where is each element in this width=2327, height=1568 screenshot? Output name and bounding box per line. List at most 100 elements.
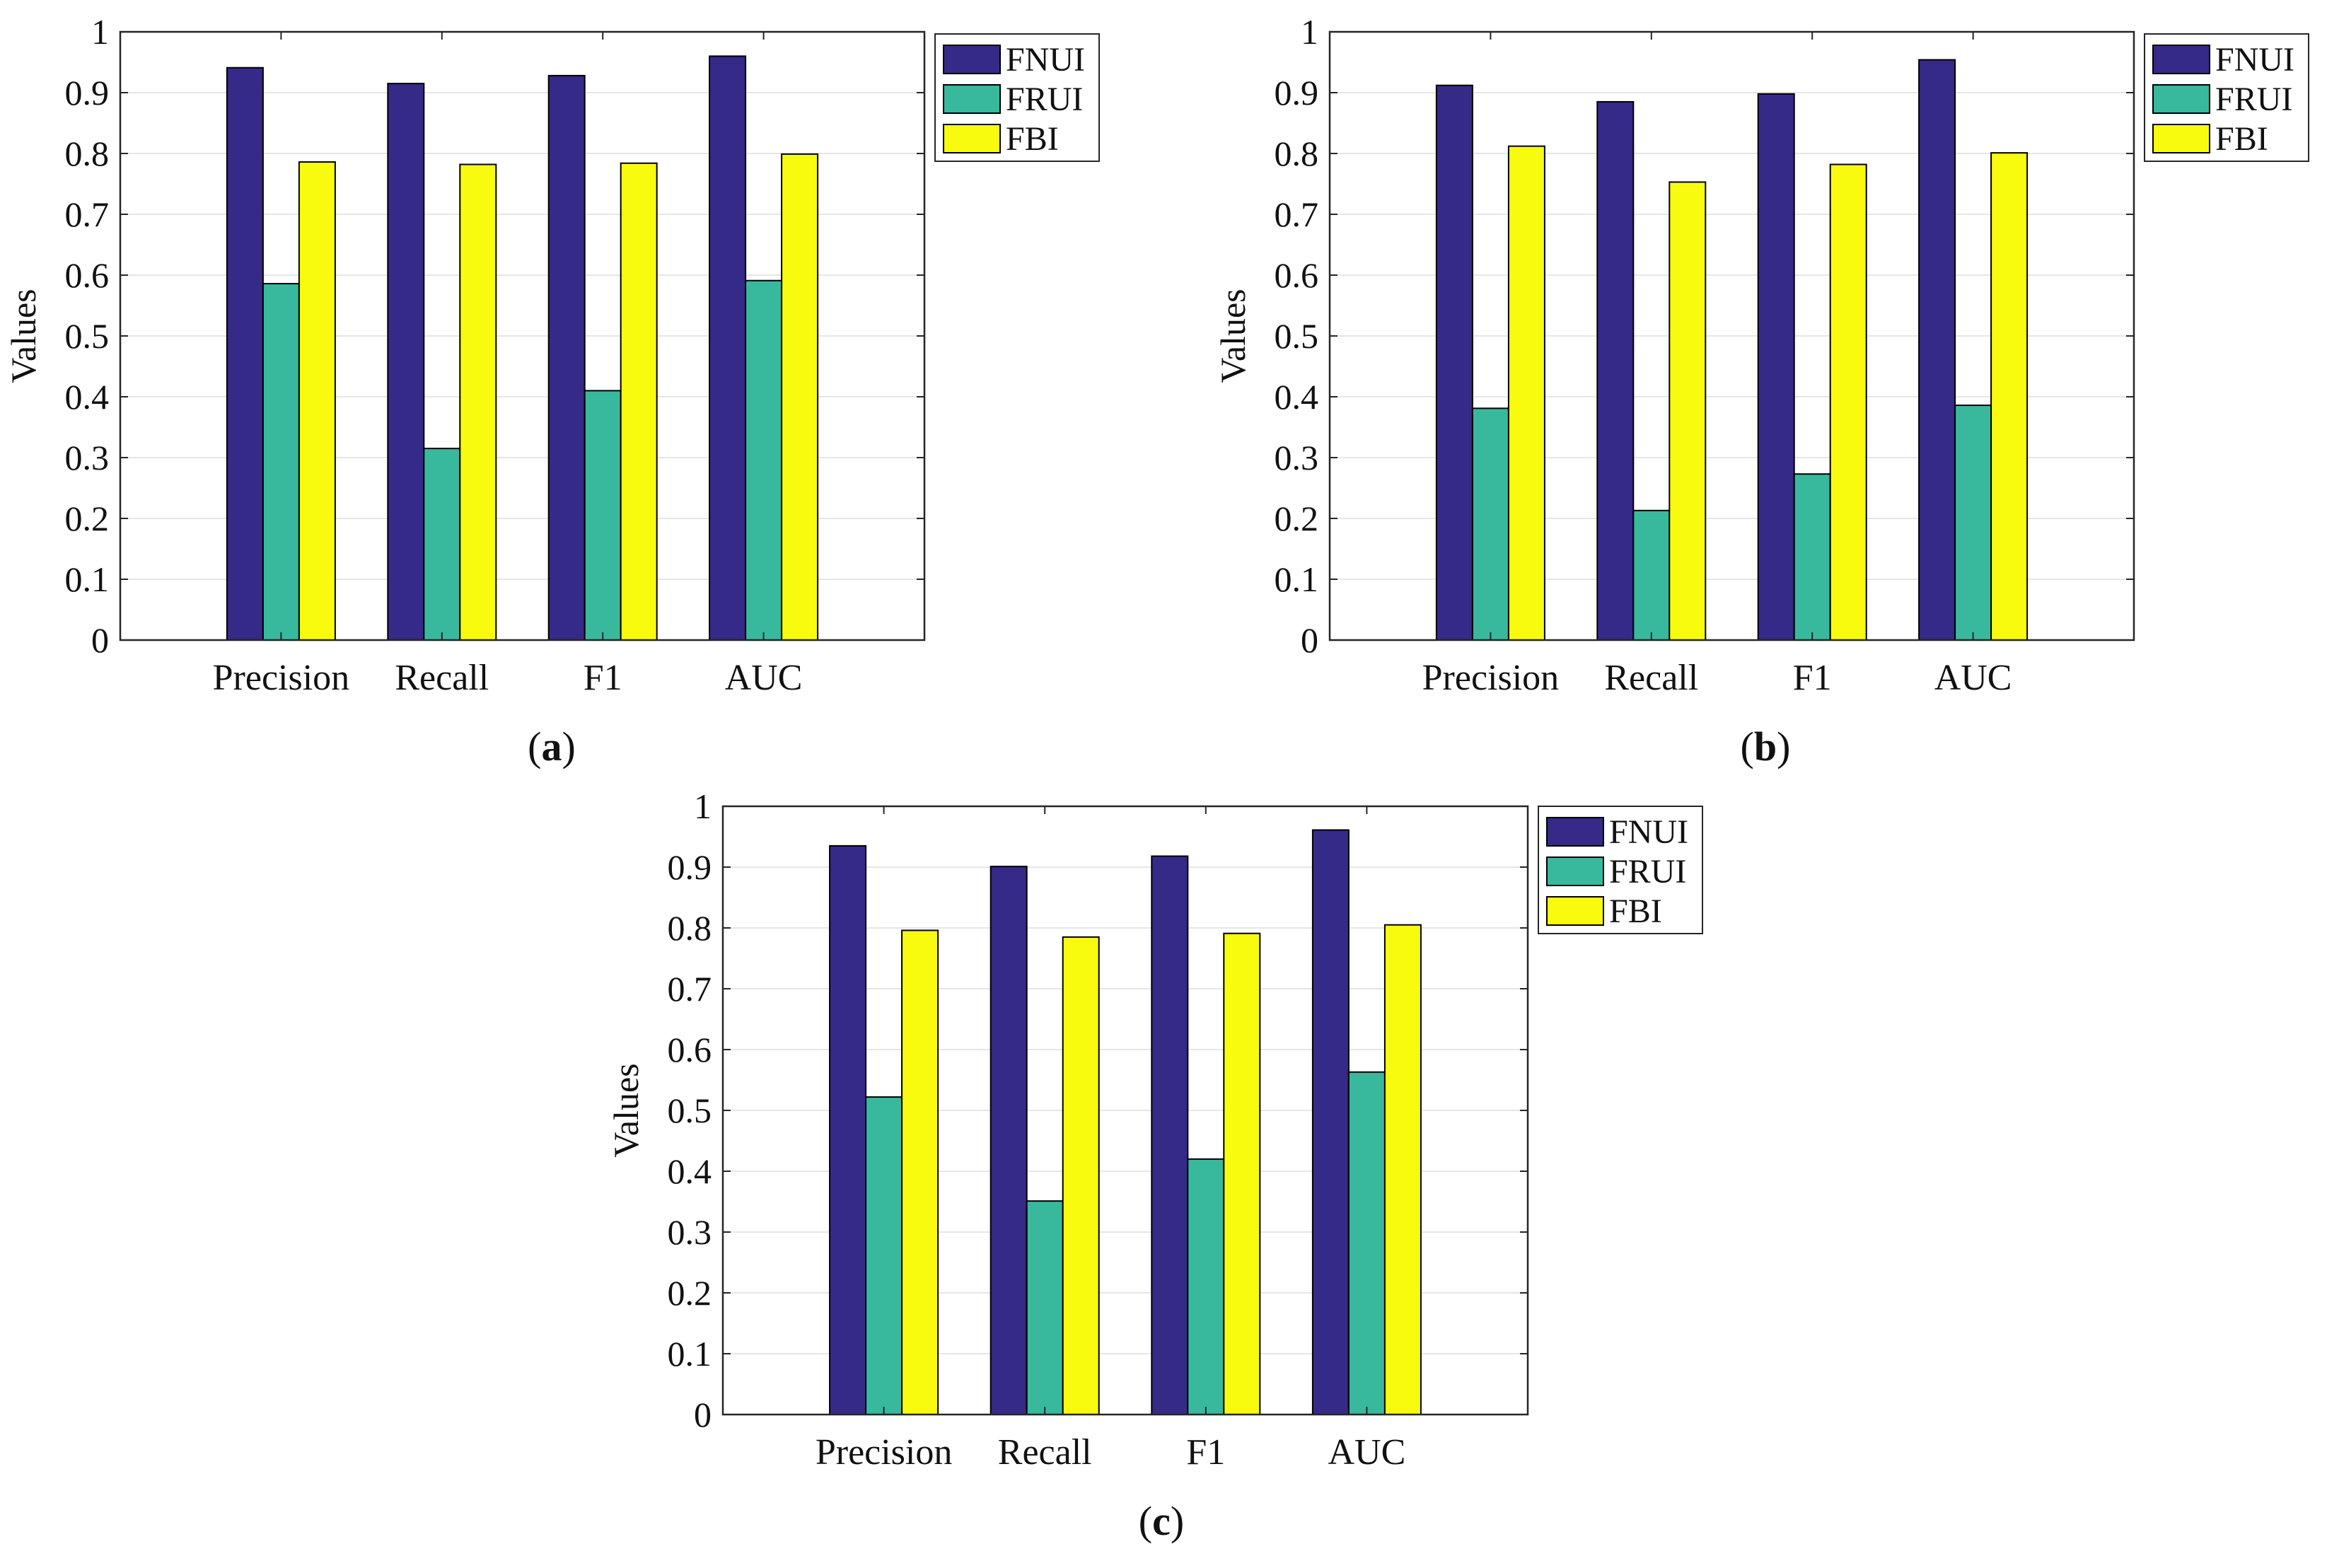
panel-label: (a) <box>528 724 576 770</box>
bar-fbi-precision <box>1507 145 1545 641</box>
y-tick-label: 1 <box>694 786 712 826</box>
y-tick-label: 0.6 <box>65 255 110 295</box>
legend-swatch-frui <box>2152 84 2210 114</box>
legend-swatch-fnui <box>943 45 1001 74</box>
legend-swatch-fbi <box>2152 124 2210 153</box>
x-category-label: F1 <box>1186 1432 1225 1473</box>
legend-swatch-fbi <box>943 124 1001 153</box>
bar-fnui-f1 <box>547 74 586 641</box>
bar-fnui-precision <box>1435 84 1473 641</box>
bar-fnui-precision <box>226 66 264 641</box>
bar-fbi-auc <box>1383 924 1422 1415</box>
x-category-label: Precision <box>213 658 350 698</box>
y-tick-label: 0.8 <box>1275 134 1319 173</box>
bar-fnui-f1 <box>1757 93 1795 641</box>
x-category-label: Precision <box>816 1432 953 1473</box>
bar-frui-auc <box>745 279 783 641</box>
panel-label: (b) <box>1741 724 1791 770</box>
bar-frui-f1 <box>1187 1158 1225 1416</box>
panel-letter: a <box>542 724 562 770</box>
legend-label-fbi: FBI <box>2215 120 2268 158</box>
y-tick-label: 0.4 <box>1275 377 1319 417</box>
bar-frui-precision <box>1471 407 1509 641</box>
bar-fbi-precision <box>901 929 939 1415</box>
y-axis-label: Values <box>4 289 43 383</box>
bar-fnui-precision <box>829 844 867 1415</box>
y-tick-label: 0.5 <box>1275 316 1319 356</box>
bar-fnui-f1 <box>1151 855 1189 1415</box>
y-tick-label: 0.5 <box>668 1091 712 1130</box>
y-tick-label: 0 <box>1301 620 1318 660</box>
bar-fbi-auc <box>781 153 819 641</box>
bar-frui-recall <box>1026 1200 1064 1415</box>
axes-frame <box>119 30 926 641</box>
x-category-label: F1 <box>1793 658 1832 698</box>
y-tick-label: 0.5 <box>65 316 110 356</box>
bar-fbi-f1 <box>620 162 658 641</box>
legend-swatch-frui <box>943 84 1001 114</box>
x-category-label: AUC <box>1328 1432 1406 1473</box>
x-category-label: Recall <box>395 658 489 698</box>
bar-fnui-auc <box>1918 59 1956 641</box>
bar-fnui-auc <box>709 55 747 641</box>
y-tick-label: 0.3 <box>65 438 110 477</box>
bar-fbi-recall <box>459 163 497 641</box>
bar-frui-f1 <box>584 390 622 641</box>
axes-frame <box>721 805 1529 1416</box>
legend-swatch-fnui <box>2152 45 2210 74</box>
y-tick-label: 0.6 <box>1275 255 1319 295</box>
y-tick-label: 0 <box>694 1395 712 1434</box>
bar-fbi-recall <box>1669 181 1707 641</box>
legend-label-fbi: FBI <box>1006 120 1059 158</box>
x-category-label: Recall <box>1604 658 1698 698</box>
legend-label-fnui: FNUI <box>1006 41 1085 79</box>
chart-panel-b: 0 0.1 0.2 0.3 0.4 0.5 0.6 0.7 0.8 0.9 1 Precision Re… <box>1213 12 2309 770</box>
panel-letter: c <box>1152 1498 1171 1544</box>
legend-swatch-frui <box>1546 856 1604 886</box>
y-tick-label: 0.8 <box>668 908 712 948</box>
y-tick-label: 0.8 <box>65 134 110 173</box>
bar-fnui-recall <box>990 866 1028 1415</box>
y-tick-label: 0.4 <box>668 1151 712 1191</box>
bar-frui-precision <box>865 1096 903 1415</box>
x-category-label: Recall <box>998 1432 1092 1473</box>
bar-frui-recall <box>423 448 461 641</box>
y-tick-label: 0.4 <box>65 377 110 417</box>
bar-fnui-recall <box>1596 100 1635 641</box>
y-tick-label: 1 <box>1301 12 1318 52</box>
chart-panel-a: 0 0.1 0.2 0.3 0.4 0.5 0.6 0.7 0.8 0.9 1 Precision Re… <box>4 12 1100 770</box>
bar-fbi-f1 <box>1829 163 1867 641</box>
x-category-label: F1 <box>584 658 622 698</box>
legend-label-fnui: FNUI <box>1609 813 1688 851</box>
bar-fbi-precision <box>298 161 336 641</box>
bar-frui-auc <box>1347 1071 1386 1415</box>
bar-frui-f1 <box>1793 473 1831 641</box>
y-tick-label: 0.9 <box>65 73 110 112</box>
axes-frame <box>1328 30 2135 641</box>
y-tick-label: 0.1 <box>65 559 110 599</box>
y-tick-label: 0.9 <box>668 847 712 887</box>
panel-label: (c) <box>1139 1498 1184 1544</box>
legend-label-frui: FRUI <box>2215 81 2292 118</box>
x-category-label: Precision <box>1422 658 1560 698</box>
y-tick-label: 0.2 <box>1275 499 1319 538</box>
y-axis-label: Values <box>606 1063 646 1157</box>
y-tick-label: 0.7 <box>1275 194 1319 234</box>
legend-label-frui: FRUI <box>1609 853 1686 890</box>
bar-frui-recall <box>1632 509 1671 641</box>
x-category-label: AUC <box>1934 658 2012 698</box>
panel-letter: b <box>1754 724 1777 770</box>
bar-fbi-f1 <box>1223 932 1261 1415</box>
x-category-label: AUC <box>725 658 803 698</box>
legend-label-fbi: FBI <box>1609 893 1662 930</box>
y-tick-label: 0.1 <box>668 1334 712 1374</box>
y-tick-label: 0.3 <box>668 1212 712 1252</box>
bar-fbi-auc <box>1990 152 2029 641</box>
y-axis-label: Values <box>1213 289 1253 383</box>
y-tick-label: 1 <box>91 12 109 52</box>
legend-label-frui: FRUI <box>1006 81 1083 118</box>
